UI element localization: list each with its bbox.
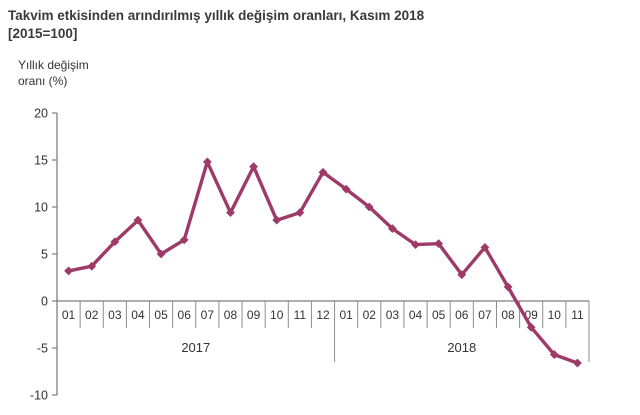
y-tick-label: 15 [34,154,48,168]
chart-title-line2: [2015=100] [8,26,78,41]
data-point-marker [133,215,143,225]
month-label: 03 [386,308,400,322]
data-point-marker [156,249,166,259]
month-label: 10 [270,308,284,322]
data-point-marker [387,224,397,234]
month-label: 12 [316,308,330,322]
month-label: 02 [363,308,377,322]
data-point-marker [573,358,582,368]
data-point-marker [526,322,536,332]
month-label: 09 [247,308,261,322]
y-tick-label: 5 [41,248,48,262]
data-point-marker [457,270,467,280]
month-label: 06 [455,308,469,322]
month-label: 11 [571,308,584,322]
y-tick-label: 10 [34,201,48,215]
data-point-marker [249,162,259,171]
month-label: 07 [201,308,215,322]
month-label: 06 [178,308,192,322]
chart-title: Takvim etkisinden arındırılmış yıllık de… [8,7,424,43]
month-label: 05 [154,308,168,322]
data-point-marker [64,266,73,276]
data-point-marker [179,235,189,245]
month-label: 08 [501,308,515,322]
month-label: 10 [548,308,562,322]
data-point-marker [411,240,420,249]
data-point-marker [549,350,559,359]
y-axis-unit-label: Yıllık değişim oranı (%) [18,57,89,89]
data-point-marker [272,215,282,225]
y-tick-label: 20 [34,107,48,121]
year-label: 2018 [447,340,476,355]
month-label: 03 [108,308,122,322]
month-label: 11 [294,308,307,322]
chart-title-line1: Takvim etkisinden arındırılmış yıllık de… [8,8,425,23]
y-tick-label: -10 [30,389,48,403]
data-point-marker [434,239,444,249]
data-point-marker [341,184,351,194]
y-axis-unit-line2: oranı (%) [18,74,68,88]
y-axis-unit-line1: Yıllık değişim [18,58,89,72]
month-label: 05 [432,308,446,322]
month-label: 04 [409,308,423,322]
month-label: 07 [478,308,492,322]
data-point-marker [226,208,235,218]
y-tick-label: 0 [41,295,48,309]
year-label: 2017 [181,340,210,355]
month-label: 01 [62,308,76,322]
data-point-marker [318,167,328,177]
data-point-marker [295,208,305,218]
month-label: 08 [224,308,238,322]
month-label: 02 [85,308,99,322]
data-point-marker [202,157,212,167]
month-label: 04 [131,308,145,322]
data-point-marker [110,237,120,247]
data-point-marker [480,243,490,252]
data-series-line [66,160,580,365]
y-tick-label: -5 [37,342,48,356]
data-point-marker [503,282,513,292]
month-label: 01 [339,308,353,322]
data-point-marker [364,202,374,212]
data-point-marker [87,261,97,271]
